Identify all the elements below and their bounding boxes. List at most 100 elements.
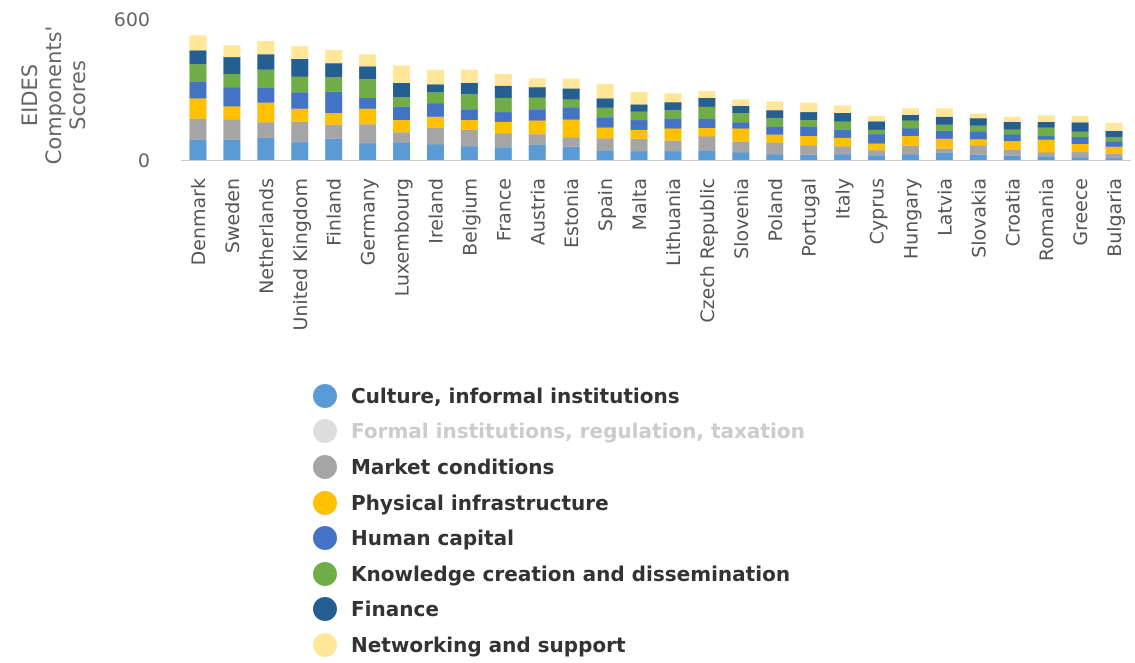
bar-stack: [868, 115, 886, 160]
bar-stack: [800, 102, 818, 160]
x-tick-label: United Kingdom: [290, 178, 312, 331]
bar-segment: [596, 127, 614, 139]
bar-segment: [257, 87, 275, 103]
legend-swatch: [313, 632, 337, 657]
bar-segment: [325, 113, 343, 125]
bar-segment: [189, 118, 207, 140]
x-tick-label: Malta: [629, 178, 651, 230]
bar-segment: [223, 57, 241, 74]
bar-segment: [1105, 130, 1123, 137]
bar-segment: [664, 102, 682, 111]
bar-segment: [562, 88, 580, 100]
bar-segment: [1037, 156, 1055, 160]
bar-stack: [325, 50, 343, 160]
legend-item[interactable]: Formal institutions, regulation, taxatio…: [313, 414, 913, 450]
bar-stack: [562, 78, 580, 160]
bar-segment: [528, 134, 546, 145]
bar-segment: [935, 152, 953, 160]
bar-segment: [223, 139, 241, 160]
bar-stack: [393, 65, 411, 160]
bar-stack: [766, 101, 784, 160]
bar-segment: [291, 92, 309, 109]
bar-segment: [868, 155, 886, 160]
bar-segment: [1037, 121, 1055, 128]
bar-segment: [868, 143, 886, 151]
bar-segment: [698, 106, 716, 119]
bar-segment: [664, 128, 682, 141]
bar-segment: [698, 128, 716, 137]
x-tick-label: Spain: [595, 178, 617, 231]
legend-item[interactable]: Culture, informal institutions: [313, 378, 913, 414]
bar-segment: [189, 98, 207, 119]
bar-segment: [528, 87, 546, 98]
bar-segment: [1003, 121, 1021, 130]
y-axis-title-line: EIDES: [18, 64, 42, 126]
legend-item[interactable]: Physical infrastructure: [313, 485, 913, 521]
bar-segment: [630, 138, 648, 152]
bar-segment: [935, 116, 953, 125]
bar-segment: [189, 50, 207, 65]
bar-stack: [664, 93, 682, 160]
legend-item[interactable]: Networking and support: [313, 627, 913, 663]
bar-segment: [766, 126, 784, 135]
bar-stack: [1037, 115, 1055, 160]
bar-segment: [325, 50, 343, 64]
bar-segment: [223, 73, 241, 88]
bar-segment: [732, 105, 750, 113]
bar-segment: [732, 128, 750, 142]
bar-stack: [528, 78, 546, 160]
bar-segment: [732, 99, 750, 106]
y-axis-title-line: Scores: [66, 60, 90, 130]
bar-segment: [359, 97, 377, 109]
bar-segment: [426, 144, 444, 160]
bar-segment: [732, 152, 750, 160]
bar-segment: [1003, 134, 1021, 142]
x-tick-label: Slovakia: [968, 178, 990, 258]
bar-segment: [494, 97, 512, 113]
bar-segment: [698, 97, 716, 107]
legend-label: Finance: [351, 597, 439, 622]
bar-segment: [494, 133, 512, 148]
bar-segment: [800, 102, 818, 113]
bar-stack: [426, 69, 444, 160]
x-tick-label: Bulgaria: [1104, 178, 1126, 257]
x-tick-label: Italy: [833, 178, 855, 219]
legend-item[interactable]: Human capital: [313, 520, 913, 556]
bar-segment: [189, 81, 207, 99]
bar-segment: [1071, 157, 1089, 160]
x-tick-label: Croatia: [1002, 178, 1024, 246]
bar-segment: [800, 136, 818, 146]
bar-segment: [325, 124, 343, 139]
bar-segment: [664, 151, 682, 160]
bar-segment: [325, 91, 343, 113]
x-tick-label: Belgium: [459, 178, 481, 256]
bar-segment: [901, 114, 919, 121]
legend-item[interactable]: Finance: [313, 592, 913, 628]
bar-segment: [596, 98, 614, 108]
x-tick-label: Hungary: [900, 178, 922, 259]
bar-stack: [460, 69, 478, 160]
bar-segment: [800, 145, 818, 155]
bar-segment: [901, 120, 919, 129]
bar-segment: [494, 112, 512, 122]
bar-segment: [766, 154, 784, 160]
bar-segment: [562, 99, 580, 108]
bar-segment: [426, 116, 444, 129]
bar-segment: [426, 69, 444, 85]
bar-segment: [1037, 136, 1055, 140]
bar-segment: [528, 109, 546, 121]
bar-stack: [291, 46, 309, 160]
bar-segment: [359, 124, 377, 144]
bar-segment: [766, 101, 784, 111]
bar-segment: [834, 129, 852, 138]
bar-segment: [1037, 139, 1055, 153]
legend-item[interactable]: Market conditions: [313, 449, 913, 485]
bar-segment: [426, 92, 444, 104]
bar-segment: [800, 120, 818, 127]
bar-segment: [223, 119, 241, 140]
legend-item[interactable]: Knowledge creation and dissemination: [313, 556, 913, 592]
bar-segment: [901, 145, 919, 155]
bar-segment: [596, 138, 614, 151]
bar-segment: [630, 120, 648, 130]
bar-segment: [393, 120, 411, 133]
